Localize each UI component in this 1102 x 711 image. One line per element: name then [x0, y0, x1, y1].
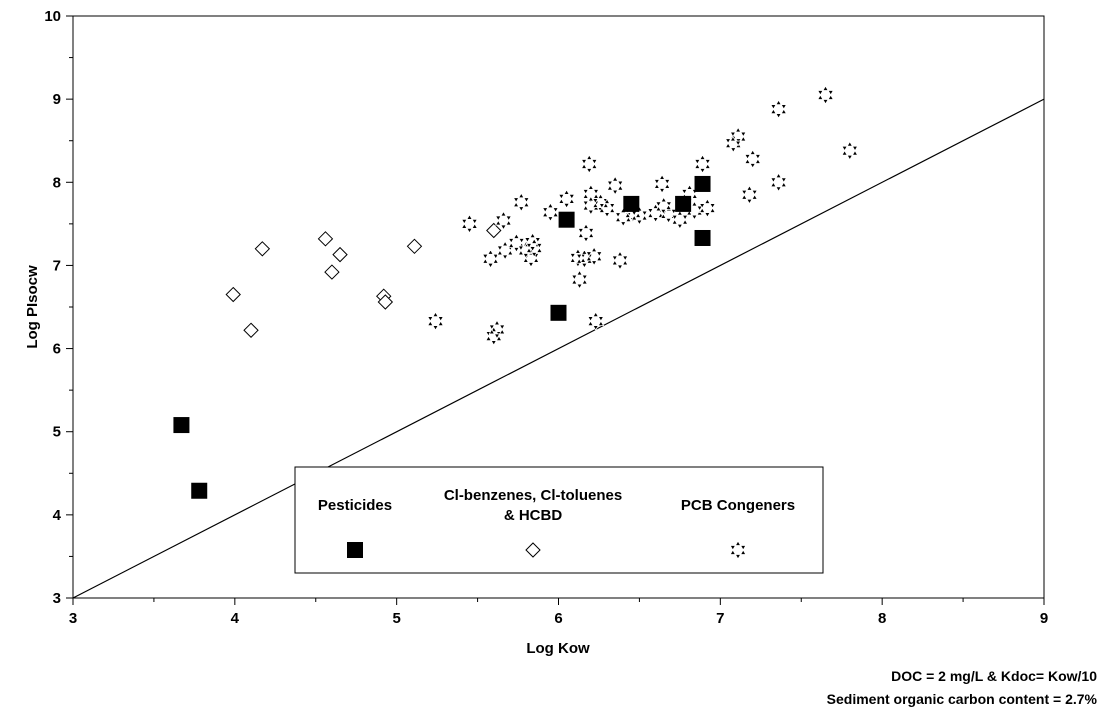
y-tick-label: 8 [53, 174, 61, 191]
y-tick-label: 3 [53, 590, 61, 607]
pesticide-point [558, 211, 575, 228]
pcb-point [611, 250, 629, 271]
legend-marker-cl-benzenes [525, 542, 541, 558]
legend-label-cl-benzenes: Cl-benzenes, Cl-toluenes & HCBD [444, 487, 622, 524]
y-tick-label: 6 [53, 341, 61, 358]
pcb-point [606, 175, 624, 196]
pcb-point [698, 198, 716, 218]
y-axis-title: Log PIsocw [24, 265, 41, 349]
pcb-point [694, 154, 712, 174]
pcb-point [671, 209, 689, 230]
x-tick-label: 4 [231, 610, 240, 627]
legend-marker-pcb [729, 540, 747, 560]
pesticide-point [694, 175, 711, 192]
pcb-point [488, 319, 506, 340]
pesticide-point [675, 195, 692, 212]
pcb-point [577, 223, 595, 243]
legend-box [294, 466, 824, 574]
pcb-point [427, 311, 444, 331]
cl-benzene-point [254, 241, 271, 257]
pcb-point [729, 126, 747, 147]
x-tick-label: 6 [554, 610, 562, 627]
pcb-point [653, 174, 671, 194]
pcb-point [482, 248, 500, 269]
x-tick-label: 3 [69, 610, 77, 627]
data-points [173, 85, 859, 499]
pcb-point [461, 214, 478, 234]
cl-benzene-point [324, 264, 340, 280]
pcb-point [744, 149, 762, 169]
note-doc: DOC = 2 mg/L & Kdoc= Kow/10 [891, 668, 1097, 684]
pesticide-point [694, 229, 711, 246]
cl-benzene-point [377, 294, 394, 310]
legend-marker-pesticides [347, 542, 363, 558]
pesticide-point [191, 482, 208, 499]
pcb-point [598, 198, 616, 218]
pcb-point [496, 240, 514, 261]
y-tick-label: 9 [53, 91, 61, 108]
pcb-point [817, 85, 835, 105]
pcb-point [770, 172, 788, 193]
pcb-point [592, 193, 610, 213]
pcb-point [770, 99, 788, 119]
pcb-point [841, 140, 859, 161]
cl-benzene-point [332, 246, 348, 263]
pcb-point [587, 311, 605, 331]
y-tick-label: 10 [44, 8, 61, 25]
pesticide-point [623, 195, 640, 212]
legend: Pesticides Cl-benzenes, Cl-toluenes & HCB… [294, 466, 824, 574]
cl-benzene-point [243, 322, 259, 338]
x-tick-label: 9 [1040, 610, 1048, 627]
cl-benzene-point [406, 238, 423, 255]
pcb-point [580, 154, 598, 174]
pcb-point [585, 246, 603, 267]
x-tick-label: 5 [392, 610, 400, 627]
x-tick-label: 8 [878, 610, 886, 627]
pesticide-point [173, 417, 190, 434]
pcb-point [558, 189, 576, 209]
cl-benzene-point [225, 286, 241, 303]
note-sediment: Sediment organic carbon content = 2.7% [827, 691, 1098, 707]
reference-line-layer [72, 98, 1045, 599]
x-tick-label: 7 [716, 610, 724, 627]
y-axis: 3 4 5 6 7 8 9 10 [44, 8, 73, 607]
pcb-point [571, 269, 589, 290]
pcb-point [512, 192, 530, 213]
y-tick-label: 4 [53, 507, 62, 524]
x-axis: 3 4 5 6 7 8 9 [69, 598, 1048, 627]
cl-benzene-point [486, 222, 502, 239]
x-axis-title: Log Kow [526, 640, 590, 657]
cl-benzene-point [317, 231, 334, 247]
reference-line [72, 98, 1045, 599]
pcb-point [525, 238, 543, 258]
y-tick-label: 5 [53, 424, 61, 441]
y-tick-label: 7 [53, 257, 61, 274]
pcb-point [541, 202, 559, 223]
pcb-point [740, 184, 758, 205]
legend-label-pcb: PCB Congeners [681, 497, 795, 514]
pcb-point [494, 210, 512, 231]
legend-label-pesticides: Pesticides [318, 497, 392, 514]
pesticide-point [550, 304, 567, 321]
